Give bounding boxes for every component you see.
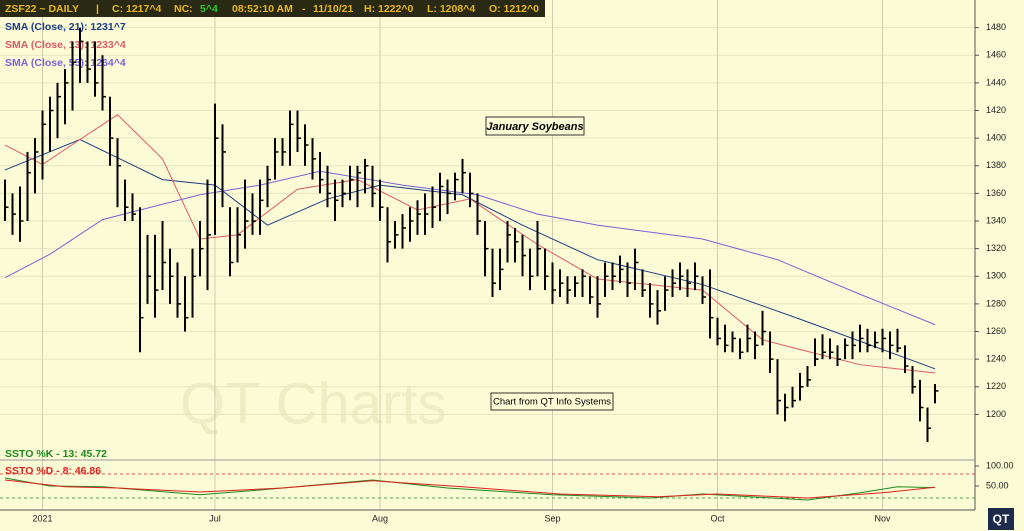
annotation: Chart from QT Info Systems <box>493 397 611 408</box>
x-tick-label: Sep <box>544 513 560 523</box>
legend-entry: SMA (Close, 55): 1264^4 <box>5 57 126 69</box>
y-tick-label: 1400 <box>986 133 1006 143</box>
title-box <box>485 116 585 136</box>
logo: QT <box>993 512 1010 526</box>
y-tick-label: 1380 <box>986 160 1006 170</box>
low-price: L: 1208^4 <box>427 3 475 15</box>
x-tick-label: 2021 <box>32 513 52 523</box>
annotation-box <box>490 392 614 411</box>
date: 11/10/21 <box>313 3 353 15</box>
watermark: QT Charts <box>180 371 446 436</box>
y-tick-label: 1360 <box>986 188 1006 198</box>
y-tick-label: 1320 <box>986 243 1006 253</box>
separator: | <box>96 3 99 15</box>
grid <box>0 0 975 510</box>
sma-line <box>4 138 936 370</box>
y-tick-label: 1240 <box>986 354 1006 364</box>
sma-line <box>4 170 936 326</box>
dash: - <box>302 3 306 15</box>
high-price: H: 1222^0 <box>364 3 413 15</box>
legend-entry: SMA (Close, 21): 1231^7 <box>5 21 126 33</box>
legend-entry: SSTO %D - 8: 46.86 <box>5 465 101 477</box>
y-tick-label: 1340 <box>986 215 1006 225</box>
y-tick-label: 1300 <box>986 271 1006 281</box>
legend-entry: SSTO %K - 13: 45.72 <box>5 448 107 460</box>
y-tick-label: 1420 <box>986 105 1006 115</box>
y-tick-label: 1440 <box>986 77 1006 87</box>
x-tick-label: Aug <box>372 513 388 523</box>
close-price: C: 1217^4 <box>112 3 161 15</box>
y-tick-label: 1480 <box>986 22 1006 32</box>
open-price: O: 1212^0 <box>489 3 539 15</box>
legend-entry: SMA (Close, 13): 1233^4 <box>5 39 126 51</box>
y-tick-label: 50.00 <box>986 480 1009 490</box>
y-tick-label: 1260 <box>986 326 1006 336</box>
y-tick-label: 1280 <box>986 298 1006 308</box>
sma-line <box>4 114 936 374</box>
header-bar <box>0 0 545 17</box>
x-tick-label: Jul <box>209 513 221 523</box>
y-tick-label: 100.00 <box>986 460 1014 470</box>
oscillator-line <box>4 479 936 499</box>
net-change-label: NC: <box>174 3 193 15</box>
net-change: 5^4 <box>200 3 218 15</box>
y-tick-label: 1460 <box>986 50 1006 60</box>
x-tick-label: Nov <box>874 513 891 523</box>
x-tick-label: Oct <box>710 513 725 523</box>
logo-box <box>988 508 1014 530</box>
y-tick-label: 1200 <box>986 409 1006 419</box>
symbol: ZSF22 ~ DAILY <box>5 3 79 15</box>
y-tick-label: 1220 <box>986 381 1006 391</box>
time: 08:52:10 AM <box>232 3 293 15</box>
chart-title: January Soybeans <box>486 121 583 133</box>
